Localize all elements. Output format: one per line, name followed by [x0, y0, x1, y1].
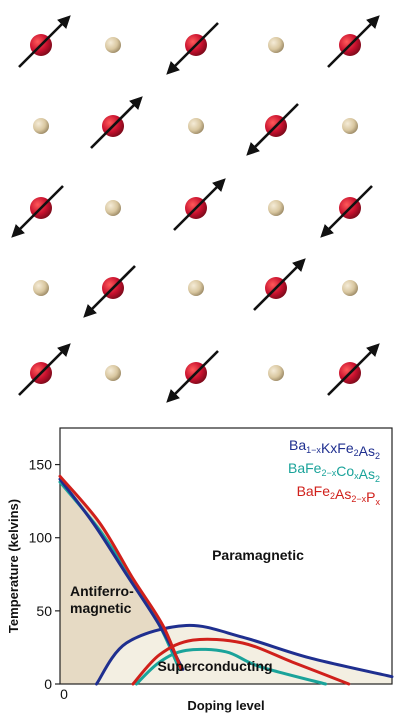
- phase-diagram: 0 50 100 150 0 Doping level Temperature (kelvi…: [6, 427, 394, 713]
- spin-down-atom: [166, 22, 219, 75]
- afm-curve-ba: [58, 477, 185, 671]
- plot-frame: [59, 427, 393, 685]
- spin-lattice: [11, 15, 380, 403]
- lattice-site-atom: [105, 365, 121, 381]
- spin-arrow-down: [320, 185, 373, 238]
- spin-down-atom: [11, 185, 64, 238]
- legend-ba: Ba1−xKxFe2As2: [289, 437, 380, 461]
- spin-arrow-up: [327, 15, 380, 68]
- spin-up-atom: [18, 15, 71, 68]
- lattice-site-atom: [268, 200, 284, 216]
- spin-arrow-down: [11, 185, 64, 238]
- y-tick-label: 100: [29, 530, 53, 546]
- lattice-site-atom: [188, 118, 204, 134]
- lattice-site-atom: [188, 280, 204, 296]
- y-axis-label: Temperature (kelvins): [6, 499, 21, 633]
- y-tick-label: 0: [44, 676, 52, 692]
- lattice-site-atom: [33, 280, 49, 296]
- spin-down-atom: [320, 185, 373, 238]
- spin-arrow-up: [18, 343, 71, 396]
- lattice-site-atom: [105, 200, 121, 216]
- spin-down-atom: [166, 350, 219, 403]
- spin-arrow-up: [173, 178, 226, 231]
- sc-curve-ba: [95, 623, 394, 686]
- spin-arrow-up: [18, 15, 71, 68]
- spin-down-atom: [83, 265, 136, 318]
- x-axis-label: Doping level: [187, 698, 264, 713]
- afm-curve-p: [58, 474, 183, 671]
- spin-up-atom: [327, 343, 380, 396]
- legend-p: BaFe2As2−xPx: [297, 483, 381, 507]
- antiferro-label: Antiferro-: [70, 583, 134, 599]
- spin-arrow-down: [83, 265, 136, 318]
- superconducting-label: Superconducting: [157, 658, 272, 674]
- spin-arrow-down: [166, 350, 219, 403]
- lattice-site-atom: [342, 118, 358, 134]
- x-tick-label: 0: [60, 686, 68, 702]
- antiferro-label: magnetic: [70, 600, 132, 616]
- legend-co: BaFe2−xCoxAs2: [288, 460, 380, 484]
- lattice-site-atom: [268, 37, 284, 53]
- spin-arrow-up: [253, 258, 306, 311]
- sc-curve-co: [134, 647, 328, 686]
- sc-curve-p: [131, 637, 351, 686]
- paramagnetic-label: Paramagnetic: [212, 547, 304, 563]
- spin-up-atom: [253, 258, 306, 311]
- lattice-site-atom: [105, 37, 121, 53]
- spin-up-atom: [173, 178, 226, 231]
- spin-up-atom: [327, 15, 380, 68]
- spin-arrow-up: [327, 343, 380, 396]
- lattice-site-atom: [33, 118, 49, 134]
- y-tick-label: 150: [29, 457, 53, 473]
- lattice-site-atom: [342, 280, 358, 296]
- y-tick-label: 50: [36, 603, 52, 619]
- spin-up-atom: [90, 96, 143, 149]
- spin-down-atom: [246, 103, 299, 156]
- spin-arrow-up: [90, 96, 143, 149]
- spin-arrow-down: [246, 103, 299, 156]
- lattice-site-atom: [268, 365, 284, 381]
- spin-up-atom: [18, 343, 71, 396]
- spin-arrow-down: [166, 22, 219, 75]
